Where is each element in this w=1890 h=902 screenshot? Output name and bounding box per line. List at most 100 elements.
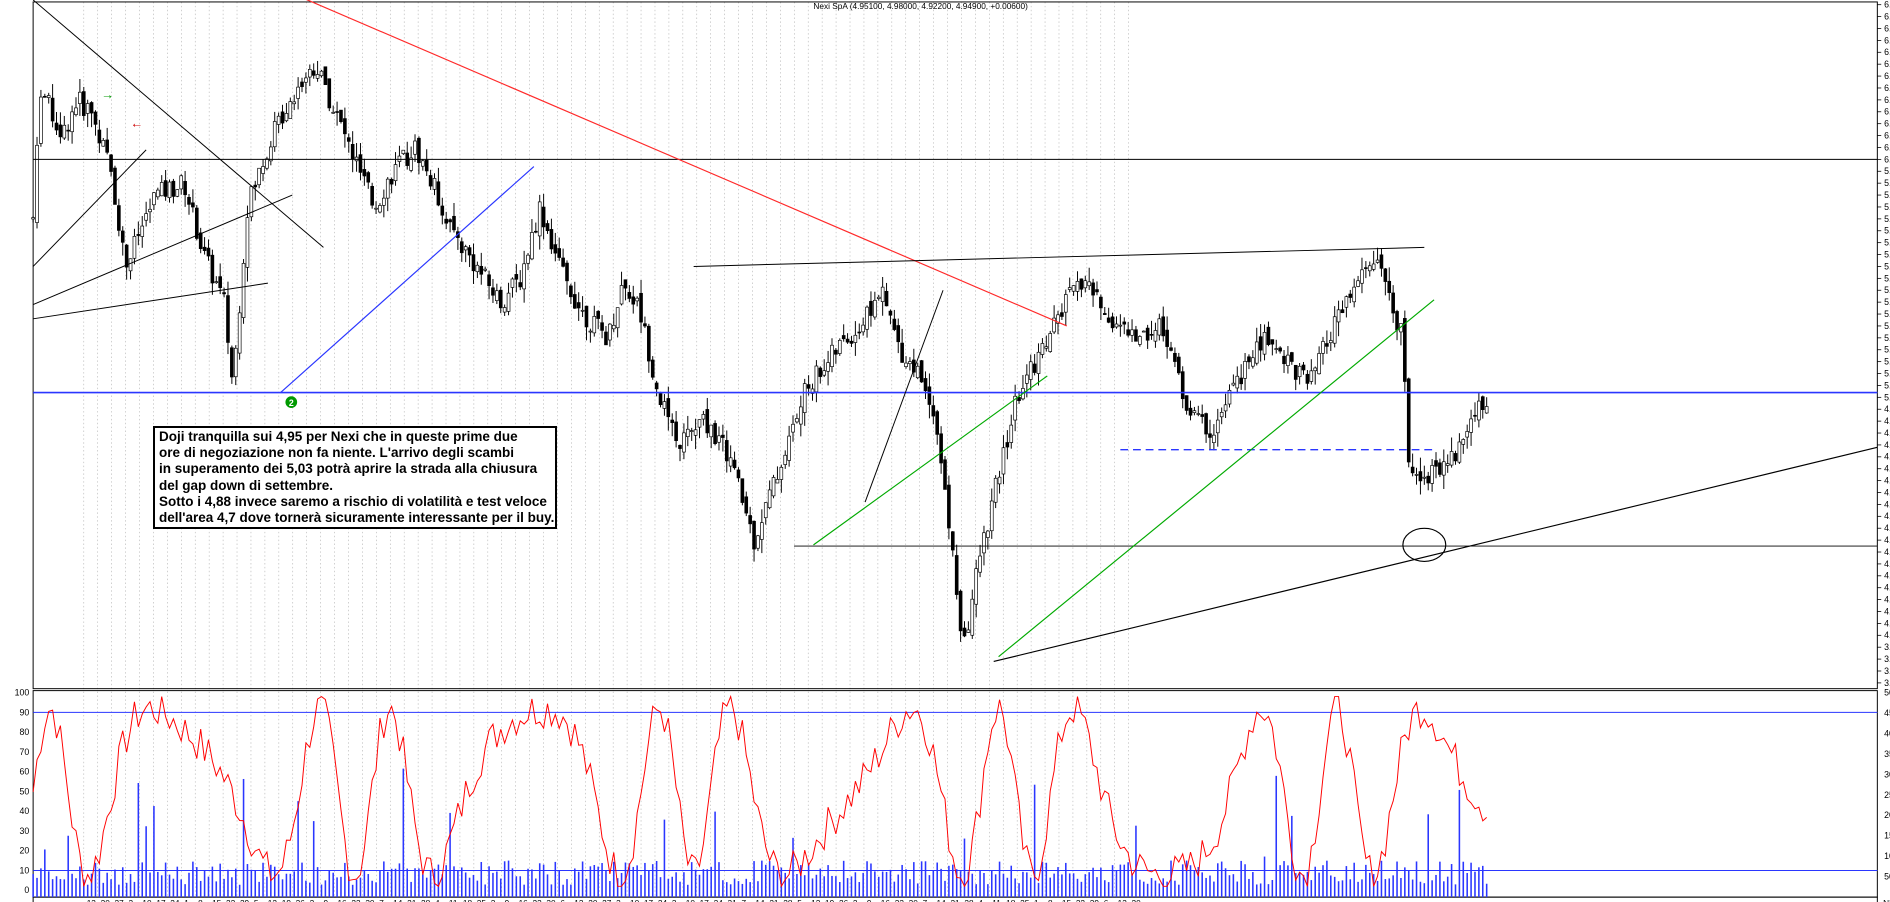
- candle-body: [1328, 340, 1333, 344]
- candle-body: [1009, 424, 1014, 443]
- candle-body: [495, 290, 499, 301]
- price-tick-label: 5.55: [1884, 261, 1890, 271]
- candle-body: [1208, 433, 1212, 438]
- candle-body: [1060, 312, 1064, 317]
- candle-body: [1032, 363, 1037, 373]
- candle-body: [631, 296, 636, 305]
- candle-body: [288, 101, 293, 119]
- comment-line: in superamento dei 5,03 potrà aprire la …: [159, 461, 538, 477]
- candle-body: [1025, 374, 1029, 384]
- candle-body: [1177, 356, 1181, 374]
- candle-body: [1422, 476, 1427, 479]
- candle-body: [822, 370, 826, 376]
- candle-body: [62, 124, 67, 139]
- trendline-black: [32, 194, 293, 305]
- date-tick-label: 8: [1048, 899, 1053, 902]
- volume-tick-label: 25000: [1884, 790, 1890, 800]
- candle-body: [179, 175, 184, 190]
- candle-body: [931, 405, 936, 417]
- candle-body: [1036, 351, 1041, 374]
- candle-body: [257, 167, 261, 186]
- trendline-black: [32, 0, 324, 248]
- date-tick-label: 10: [142, 899, 152, 902]
- candle-body: [467, 247, 472, 256]
- candle-body: [1375, 259, 1380, 263]
- candle-body: [424, 159, 429, 172]
- candle-body: [393, 164, 398, 182]
- date-tick-label: 30: [909, 899, 919, 902]
- candle-body: [148, 208, 152, 213]
- candle-body: [1391, 292, 1395, 314]
- candle-body: [1290, 352, 1294, 362]
- candle-body: [1406, 378, 1411, 463]
- candle-body: [802, 383, 807, 413]
- candle-body: [1410, 466, 1415, 474]
- candle-body: [327, 78, 332, 109]
- candle-body: [709, 424, 713, 438]
- candle-body: [818, 367, 823, 377]
- date-tick-label: 24: [658, 899, 668, 902]
- candle-body: [350, 144, 355, 159]
- candle-body: [319, 70, 324, 77]
- candle-body: [1215, 419, 1220, 434]
- price-tick-label: 3.90: [1884, 654, 1890, 664]
- date-tick-label: 23: [895, 899, 905, 902]
- candle-body: [66, 129, 70, 132]
- volume-tick-label: 45000: [1884, 708, 1890, 718]
- candle-body: [1110, 316, 1115, 329]
- price-tick-label: 5.65: [1884, 238, 1890, 248]
- candle-body: [1480, 396, 1485, 410]
- candle-body: [1165, 329, 1169, 347]
- date-tick-label: 22: [226, 899, 236, 902]
- candle-body: [713, 423, 717, 445]
- candle-body: [1247, 356, 1251, 363]
- candle-body: [253, 184, 258, 188]
- date-tick-label: 20: [588, 899, 598, 902]
- candle-body: [993, 477, 998, 503]
- candle-body: [724, 440, 729, 462]
- oscillator-tick-label: 80: [19, 727, 29, 737]
- candle-body: [853, 334, 858, 343]
- oscillator-panel-frame: [32, 690, 1878, 898]
- oscillator-tick-label: 10: [19, 865, 29, 875]
- marker-dot: [285, 396, 298, 408]
- candle-body: [1418, 471, 1423, 482]
- date-tick-label: 23: [351, 899, 361, 902]
- price-tick-label: 4.85: [1884, 428, 1890, 438]
- candle-body: [717, 435, 721, 443]
- candle-body: [545, 223, 550, 232]
- price-tick-label: 4.55: [1884, 499, 1890, 509]
- candle-body: [771, 477, 776, 497]
- candle-body: [1134, 329, 1138, 342]
- candle-body: [417, 137, 421, 164]
- candle-body: [1145, 327, 1150, 341]
- date-tick-label: 7: [923, 899, 928, 902]
- candle-body: [452, 215, 456, 231]
- candle-body: [74, 107, 78, 116]
- candle-body: [635, 297, 639, 302]
- candle-body: [830, 344, 834, 368]
- candle-body: [1395, 311, 1399, 331]
- candle-body: [1360, 269, 1364, 284]
- date-tick-label: 2: [310, 899, 315, 902]
- date-tick-label: 14: [755, 899, 765, 902]
- date-tick-label: 23: [533, 899, 543, 902]
- chart-axes: 3.80 3.85 3.90 3.95 4.00 4.05 4.104.15 4.20 4.25…: [15, 0, 1890, 902]
- candle-body: [241, 263, 246, 318]
- candle-body: [1184, 395, 1189, 411]
- price-tick-label: 4.05: [1884, 618, 1890, 628]
- candle-body: [736, 469, 741, 479]
- candle-body: [339, 109, 343, 123]
- candle-body: [1196, 413, 1201, 415]
- date-tick-label: 14: [393, 899, 403, 902]
- candle-body: [421, 160, 425, 167]
- candle-body: [806, 384, 811, 389]
- candle-body: [385, 178, 390, 199]
- comment-line: Sotto i 4,88 invece saremo a rischio di …: [159, 493, 547, 509]
- date-tick-label: 17: [700, 899, 710, 902]
- candle-body: [1266, 326, 1271, 345]
- candle-body: [1102, 313, 1107, 315]
- trendline-blue: [280, 166, 535, 394]
- candle-body: [1219, 412, 1224, 418]
- price-tick-label: 4.40: [1884, 535, 1890, 545]
